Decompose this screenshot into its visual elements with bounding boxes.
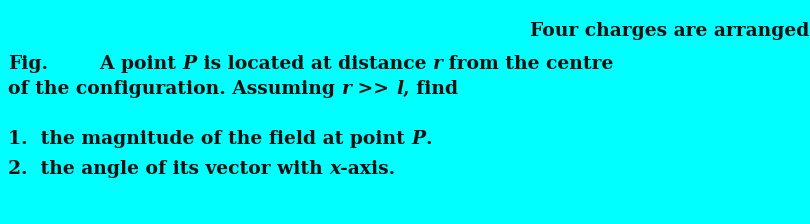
Text: of the configuration. Assuming: of the configuration. Assuming: [8, 80, 342, 98]
Text: r: r: [433, 55, 442, 73]
Text: A point: A point: [48, 55, 182, 73]
Text: P: P: [182, 55, 197, 73]
Text: Four charges are arranged as shown in: Four charges are arranged as shown in: [530, 22, 810, 40]
Text: is located at distance: is located at distance: [197, 55, 433, 73]
Text: x: x: [329, 160, 340, 178]
Text: from the centre: from the centre: [442, 55, 614, 73]
Text: -axis.: -axis.: [340, 160, 395, 178]
Text: 2.  the angle of its vector with: 2. the angle of its vector with: [8, 160, 329, 178]
Text: .: .: [425, 130, 432, 148]
Text: l: l: [396, 80, 403, 98]
Text: 1.  the magnitude of the field at point: 1. the magnitude of the field at point: [8, 130, 411, 148]
Text: , find: , find: [403, 80, 458, 98]
Text: P: P: [411, 130, 425, 148]
Text: >>: >>: [352, 80, 396, 98]
Text: r: r: [342, 80, 352, 98]
Text: Fig.: Fig.: [8, 55, 48, 73]
